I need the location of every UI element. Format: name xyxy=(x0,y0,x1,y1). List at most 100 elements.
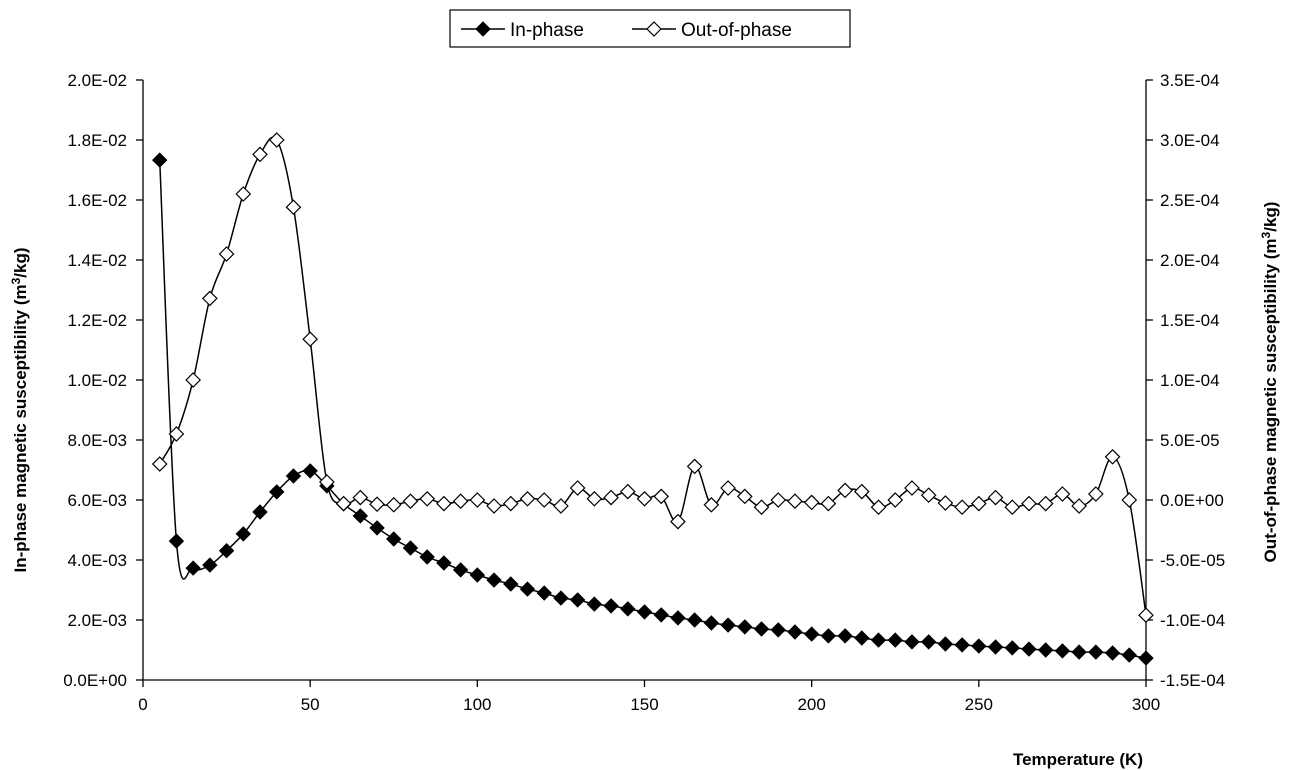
in-phase-point xyxy=(954,637,970,653)
in-phase-point xyxy=(653,607,669,623)
in-phase-point xyxy=(987,639,1004,655)
in-phase-point xyxy=(218,542,235,559)
in-phase-point xyxy=(152,152,168,168)
out-of-phase-point xyxy=(569,480,586,496)
y-axis-left-title-end: /kg) xyxy=(11,247,30,277)
in-phase-point xyxy=(787,624,803,640)
out-of-phase-point xyxy=(285,199,302,216)
x-tick-label: 150 xyxy=(630,695,658,714)
out-of-phase-point xyxy=(970,495,987,512)
out-of-phase-point xyxy=(235,186,252,202)
y-right-tick-label: 3.5E-04 xyxy=(1160,71,1220,90)
y-right-tick-label: 3.0E-04 xyxy=(1160,131,1220,150)
x-tick-label: 0 xyxy=(138,695,147,714)
in-phase-point xyxy=(519,581,536,597)
series-out-of-phase xyxy=(151,132,1154,624)
out-of-phase-point xyxy=(268,132,285,148)
in-phase-point xyxy=(820,628,837,644)
in-phase-point xyxy=(837,628,853,644)
y-axis-right-title-sup: 3 xyxy=(1259,231,1273,238)
out-of-phase-point xyxy=(1071,498,1087,514)
out-of-phase-point xyxy=(803,494,820,511)
out-of-phase-point xyxy=(151,456,168,472)
out-of-phase-point xyxy=(904,480,920,496)
out-of-phase-point xyxy=(202,290,218,307)
in-phase-point xyxy=(586,596,603,612)
out-of-phase-point xyxy=(1054,486,1071,502)
out-of-phase-point xyxy=(1104,448,1121,465)
in-phase-point xyxy=(636,604,653,620)
out-of-phase-point xyxy=(987,489,1004,506)
in-phase-point xyxy=(904,634,920,650)
in-phase-point xyxy=(703,615,720,631)
series-in-phase xyxy=(152,152,1154,666)
out-of-phase-point xyxy=(335,495,352,512)
in-phase-point xyxy=(419,549,435,565)
out-of-phase-point xyxy=(1138,607,1154,624)
y-right-tick-label: 1.0E-04 xyxy=(1160,371,1220,390)
out-of-phase-point xyxy=(402,493,419,510)
x-tick-label: 50 xyxy=(301,695,320,714)
in-phase-point xyxy=(536,585,552,601)
out-of-phase-point xyxy=(820,495,837,512)
out-of-phase-point xyxy=(252,146,268,163)
out-of-phase-point xyxy=(887,492,904,508)
y-right-tick-label: 1.5E-04 xyxy=(1160,311,1220,330)
legend-marker-in-phase xyxy=(475,21,491,37)
out-of-phase-point xyxy=(168,426,185,442)
in-phase-point xyxy=(737,619,753,635)
axes: 0 50 100 150 200 250 300 0.0E+00 2.0E-03 4.0E-03 6… xyxy=(63,71,1225,714)
y-left-tick-label: 1.2E-02 xyxy=(67,311,127,330)
out-of-phase-line xyxy=(159,136,1147,616)
out-of-phase-point xyxy=(185,372,201,388)
in-phase-point xyxy=(503,576,519,592)
x-axis-title: Temperature (K) xyxy=(1013,750,1143,769)
out-of-phase-point xyxy=(218,246,235,262)
out-of-phase-point xyxy=(870,499,887,516)
in-phase-point xyxy=(1071,644,1087,660)
out-of-phase-point xyxy=(469,492,486,508)
in-phase-point xyxy=(235,526,252,542)
y-left-tick-label: 2.0E-02 xyxy=(67,71,127,90)
in-phase-point xyxy=(603,598,619,614)
out-of-phase-point xyxy=(937,495,954,511)
y-axis-right-title: Out-of-phase magnetic susceptibility (m3… xyxy=(1259,202,1280,563)
out-of-phase-point xyxy=(519,490,536,507)
in-phase-point xyxy=(720,617,736,633)
in-phase-point xyxy=(486,572,502,588)
out-of-phase-point xyxy=(1088,486,1104,502)
x-tick-label: 100 xyxy=(463,695,491,714)
legend-marker-out-of-phase xyxy=(646,21,662,37)
in-phase-point xyxy=(1037,642,1054,658)
out-of-phase-point xyxy=(736,488,753,505)
y-axis-right-title-main: Out-of-phase magnetic susceptibility (m xyxy=(1261,238,1280,562)
out-of-phase-point xyxy=(636,490,653,507)
y-axis-left-title-main: In-phase magnetic susceptibility (m xyxy=(11,284,30,572)
out-of-phase-point xyxy=(619,483,636,500)
y-right-tick-label: 2.5E-04 xyxy=(1160,191,1220,210)
out-of-phase-point xyxy=(502,495,519,512)
in-phase-point xyxy=(1121,647,1137,663)
out-of-phase-point xyxy=(603,489,619,506)
out-of-phase-point xyxy=(954,499,970,516)
y-axis-left-title: In-phase magnetic susceptibility (m3/kg) xyxy=(9,247,30,572)
y-left-tick-label: 1.8E-02 xyxy=(67,131,127,150)
x-tick-label: 250 xyxy=(965,695,993,714)
out-of-phase-point xyxy=(753,499,770,516)
out-of-phase-point xyxy=(553,498,569,514)
y-left-tick-label: 6.0E-03 xyxy=(67,491,127,510)
in-phase-point xyxy=(469,567,486,583)
y-left-tick-label: 8.0E-03 xyxy=(67,431,127,450)
in-phase-point xyxy=(1104,645,1121,661)
out-of-phase-point xyxy=(920,487,937,504)
in-phase-point xyxy=(352,508,369,524)
in-phase-point xyxy=(302,463,318,479)
out-of-phase-point xyxy=(653,488,670,505)
in-phase-point xyxy=(1138,650,1154,666)
y-left-tick-label: 1.0E-02 xyxy=(67,371,127,390)
out-of-phase-point xyxy=(853,483,870,500)
y-left-tick-label: 1.4E-02 xyxy=(67,251,127,270)
in-phase-point xyxy=(452,562,469,578)
out-of-phase-point xyxy=(787,493,803,510)
out-of-phase-point xyxy=(536,492,553,508)
